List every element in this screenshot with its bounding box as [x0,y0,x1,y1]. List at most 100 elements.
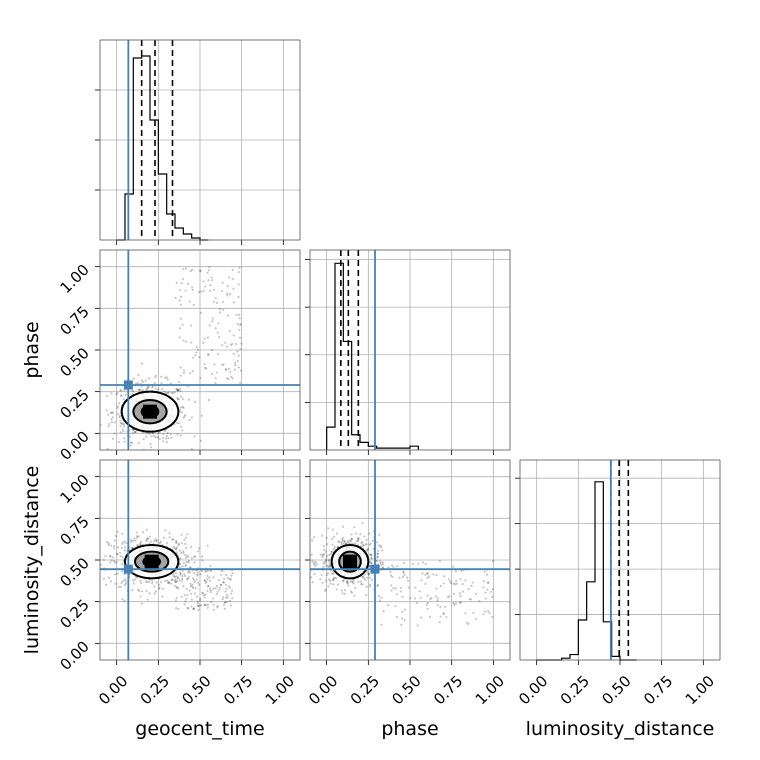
sample-point [178,410,182,413]
sample-point [343,592,346,595]
sample-point [175,596,178,600]
sample-point [338,540,341,544]
sample-point [454,570,457,573]
sample-point [175,546,179,549]
sample-point [184,340,188,343]
sample-point [332,535,336,538]
sample-point [331,528,335,531]
sample-point [452,565,455,568]
sample-point [116,406,119,410]
sample-point [334,577,338,580]
sample-point [190,545,193,549]
sample-point [343,540,346,543]
sample-point [119,425,122,428]
sample-point [184,289,187,292]
sample-point [184,267,188,270]
sample-point [225,292,229,295]
sample-point [96,396,98,398]
sample-point [322,565,325,568]
sample-point [323,589,327,592]
sample-point [445,616,448,619]
sample-point [173,579,176,582]
sample-point [188,571,192,574]
x-tick-label: 0.50 [178,672,214,708]
sample-point [209,589,212,592]
sample-point [148,535,151,538]
sample-point [184,554,187,557]
sample-point [134,431,137,434]
sample-point [188,589,191,592]
sample-point [195,351,198,354]
sample-point [130,441,134,444]
sample-point [198,269,202,272]
sample-point [489,590,493,593]
sample-point [208,324,211,327]
sample-point [134,382,138,385]
sample-point [178,387,181,390]
sample-point [223,601,227,604]
sample-point [414,597,417,600]
sample-point [225,587,228,590]
sample-point [133,537,136,540]
sample-point [346,582,350,585]
sample-point [139,542,142,545]
panel-frame [309,459,511,661]
sample-point [233,361,237,365]
sample-point [146,537,149,540]
data-layer [87,40,637,661]
sample-point [367,572,371,575]
sample-point [394,587,397,590]
sample-point [237,296,240,299]
sample-point [120,394,123,397]
sample-point [139,579,142,582]
sample-point [231,597,234,600]
sample-point [187,571,190,574]
sample-point [201,592,204,595]
sample-point [87,555,89,557]
sample-point [459,578,462,581]
sample-point [322,544,326,548]
sample-point [191,268,194,271]
sample-point [337,540,340,543]
sample-point [350,591,354,594]
sample-point [122,398,125,401]
sample-point [173,575,176,578]
sample-point [354,586,357,589]
x-tick-label: 0.25 [557,672,593,708]
y-axis-label-phase: phase [21,321,43,378]
sample-point [240,342,243,345]
sample-point [442,582,445,585]
sample-point [229,578,233,581]
sample-point [387,604,390,607]
sample-point [204,570,207,573]
sample-point [361,543,364,546]
sample-point [131,546,134,549]
sample-point [173,391,177,394]
sample-point [482,613,485,616]
sample-point [426,607,429,610]
sample-point [459,601,462,604]
sample-point [120,563,124,566]
sample-point [459,601,462,605]
sample-point [369,542,372,545]
sample-point [162,433,165,436]
sample-point [191,585,194,588]
sample-point [182,339,185,342]
sample-point [179,408,182,411]
sample-point [158,586,161,589]
sample-point [159,580,162,584]
sample-point [170,391,173,394]
sample-point [392,565,395,569]
sample-point [238,328,241,331]
y-tick-label: 0.00 [56,637,92,673]
sample-point [173,547,176,550]
sample-point [203,603,207,607]
sample-point [187,569,191,572]
sample-point [378,599,382,602]
sample-point [198,604,201,607]
sample-point [220,344,224,347]
sample-point [135,536,139,539]
sample-point [129,441,132,444]
sample-point [154,387,157,390]
sample-point [176,577,179,580]
